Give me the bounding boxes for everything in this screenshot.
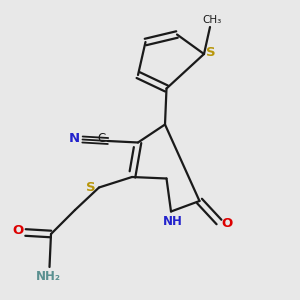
Text: NH₂: NH₂: [35, 270, 61, 283]
Text: N: N: [68, 131, 80, 145]
Text: S: S: [86, 181, 95, 194]
Text: O: O: [12, 224, 24, 237]
Text: C: C: [97, 132, 106, 146]
Text: CH₃: CH₃: [203, 15, 222, 26]
Text: O: O: [221, 217, 232, 230]
Text: S: S: [206, 46, 215, 59]
Text: NH: NH: [163, 214, 182, 228]
